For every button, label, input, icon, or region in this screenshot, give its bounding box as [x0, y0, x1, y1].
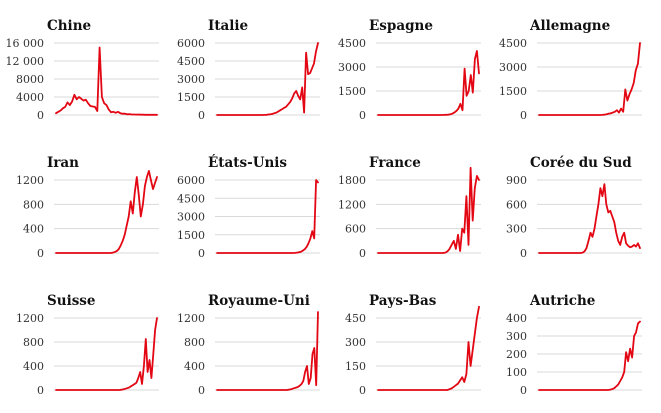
y-tick-label: 900 [506, 174, 527, 187]
series-line [377, 50, 480, 116]
y-tick-label: 1500 [177, 229, 205, 242]
y-tick-label: 1500 [177, 91, 205, 104]
chart-panel-3: Allemagne 0 1500 3000 4500 [499, 18, 642, 122]
chart-panel-1: Italie 0 1500 3000 4500 6000 [177, 18, 320, 122]
y-tick-label: 0 [37, 247, 44, 260]
y-tick-label: 1500 [338, 85, 366, 98]
y-tick-label: 1800 [338, 174, 366, 187]
y-tick-label: 300 [506, 223, 527, 236]
chart-panel-4: Iran 0 400 800 1200 [16, 155, 159, 260]
chart-panel-0: Chine 0 4000 8000 12 000 16 000 [6, 18, 159, 122]
chart-panel-10: Pays-Bas 0 150 300 450 [345, 293, 481, 397]
y-tick-label: 3000 [499, 61, 527, 74]
chart-panel-6: France 0 600 1200 1800 [338, 155, 481, 260]
y-tick-label: 0 [520, 109, 527, 122]
panel-title: Italie [208, 18, 248, 34]
y-tick-label: 600 [345, 223, 366, 236]
chart-panel-9: Royaume-Uni 0 400 800 1200 [177, 293, 320, 397]
y-tick-label: 300 [506, 330, 527, 343]
y-tick-label: 0 [37, 109, 44, 122]
y-tick-label: 1200 [177, 312, 205, 325]
series-line [55, 46, 158, 116]
y-tick-label: 3000 [177, 73, 205, 86]
y-tick-label: 0 [37, 384, 44, 397]
y-tick-label: 800 [23, 198, 44, 211]
series-line [55, 169, 158, 254]
y-tick-label: 400 [506, 312, 527, 325]
panel-title: Autriche [529, 293, 595, 309]
y-tick-label: 4500 [177, 192, 205, 205]
y-tick-label: 3000 [177, 211, 205, 224]
y-tick-label: 0 [520, 384, 527, 397]
y-tick-label: 6000 [177, 37, 205, 50]
y-tick-label: 800 [23, 336, 44, 349]
y-tick-label: 4500 [338, 37, 366, 50]
y-tick-label: 1200 [338, 198, 366, 211]
panel-title: Suisse [47, 293, 95, 309]
y-tick-label: 4500 [177, 55, 205, 68]
y-tick-label: 0 [359, 109, 366, 122]
y-tick-label: 300 [345, 336, 366, 349]
panel-title: Pays-Bas [369, 293, 437, 309]
y-tick-label: 4500 [499, 37, 527, 50]
chart-panel-2: Espagne 0 1500 3000 4500 [338, 18, 481, 122]
y-tick-label: 8000 [16, 73, 44, 86]
y-tick-label: 0 [520, 247, 527, 260]
y-tick-label: 1500 [499, 85, 527, 98]
series-line [377, 305, 480, 391]
y-tick-label: 16 000 [6, 37, 45, 50]
y-tick-label: 400 [23, 360, 44, 373]
y-tick-label: 450 [345, 312, 366, 325]
y-tick-label: 400 [184, 360, 205, 373]
panel-title: Allemagne [529, 18, 610, 34]
panel-title: France [369, 155, 421, 171]
series-line [216, 311, 319, 391]
chart-panel-8: Suisse 0 400 800 1200 [16, 293, 159, 397]
panel-title: Chine [47, 18, 91, 34]
y-tick-label: 200 [506, 348, 527, 361]
y-tick-label: 3000 [338, 61, 366, 74]
chart-panel-7: Corée du Sud 0 300 600 900 [506, 155, 642, 260]
panel-title: Espagne [369, 18, 433, 34]
series-line [377, 166, 480, 254]
panel-title: Royaume-Uni [208, 293, 310, 309]
y-tick-label: 0 [198, 247, 205, 260]
series-line [216, 179, 319, 254]
series-line [538, 42, 641, 116]
y-tick-label: 0 [198, 384, 205, 397]
chart-panel-5: États-Unis 0 1500 3000 4500 6000 [177, 155, 320, 260]
chart-panel-11: Autriche 0 100 200 300 400 [506, 293, 642, 397]
y-tick-label: 1200 [16, 174, 44, 187]
y-tick-label: 6000 [177, 174, 205, 187]
panel-title: Iran [47, 155, 79, 171]
y-tick-label: 0 [359, 384, 366, 397]
y-tick-label: 1200 [16, 312, 44, 325]
panel-title: Corée du Sud [530, 155, 632, 171]
series-line [216, 42, 319, 116]
y-tick-label: 0 [359, 247, 366, 260]
y-tick-label: 12 000 [6, 55, 45, 68]
series-line [538, 183, 641, 254]
y-tick-label: 400 [23, 223, 44, 236]
y-tick-label: 600 [506, 198, 527, 211]
y-tick-label: 0 [198, 109, 205, 122]
y-tick-label: 150 [345, 360, 366, 373]
y-tick-label: 4000 [16, 91, 44, 104]
panel-title: États-Unis [208, 155, 287, 171]
y-tick-label: 800 [184, 336, 205, 349]
series-line [55, 317, 158, 391]
y-tick-label: 100 [506, 366, 527, 379]
series-line [538, 320, 641, 391]
